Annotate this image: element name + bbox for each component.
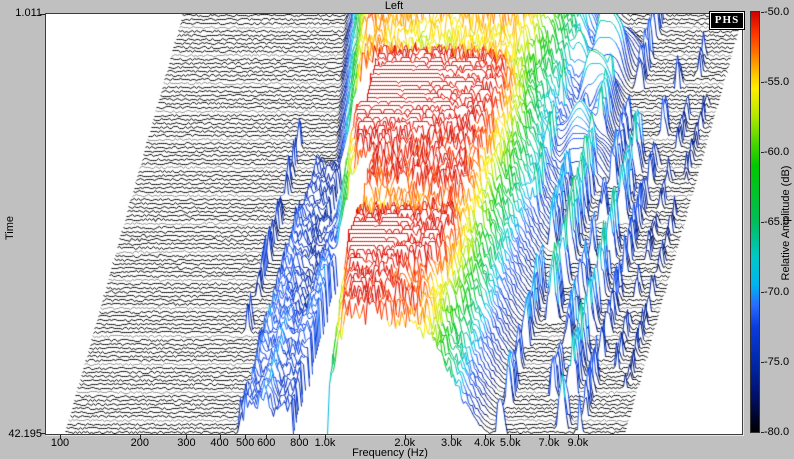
colorbar-tick-mark [761,12,764,13]
freq-tick-mark [451,435,453,439]
frequency-axis-label: Frequency (Hz) [352,447,428,459]
time-tick-first: 1.011 [15,7,42,19]
amplitude-axis-label: Relative Amplitude (dB) [780,165,792,281]
freq-tick-mark [577,435,579,439]
freq-tick-mark [219,435,221,439]
freq-tick-label: 2.0k [394,437,416,449]
time-tick-mark [40,14,45,15]
freq-tick-mark [245,435,247,439]
freq-tick-mark [325,435,326,439]
channel-title: Left [384,0,404,12]
freq-tick-label: 300 [177,437,196,449]
colorbar-tick-label: -70.0 [764,286,790,298]
colorbar-tick-mark [761,222,764,223]
freq-tick-mark [404,435,406,439]
freq-tick-mark [510,435,512,439]
freq-tick-mark [299,435,301,439]
waterfall-plot-canvas[interactable] [46,14,742,434]
freq-tick-label: 7.0k [538,437,560,449]
freq-tick-label: 1.0k [314,437,336,449]
colorbar-tick-mark [761,152,764,153]
freq-tick-label: 9.0k [567,437,589,449]
colorbar-tick-mark [761,432,764,433]
freq-tick-label: 600 [257,437,276,449]
freq-tick-label: 100 [50,437,70,449]
colorbar-tick-mark [761,362,764,363]
time-tick-mark [40,433,45,434]
freq-tick-mark [139,435,141,439]
colorbar-tick-mark [761,292,764,293]
colorbar-tick-label: -50.0 [764,6,790,18]
colorbar-tick-label: -60.0 [764,146,790,158]
colorbar-tick-label: -80.0 [764,426,790,438]
freq-tick-label: 500 [236,437,255,449]
amplitude-colorbar [750,11,760,433]
time-axis-label: Time [4,215,16,241]
freq-tick-mark [60,435,61,439]
freq-tick-label: 200 [130,437,149,449]
freq-tick-label: 3.0k [441,437,462,449]
colorbar-tick-mark [761,82,764,83]
freq-tick-label: 5.0k [499,437,521,449]
freq-tick-mark [548,435,550,439]
phs-logo-badge: PHS [709,11,745,30]
freq-tick-label: 800 [290,437,309,449]
time-tick-last: 42.195 [8,428,42,440]
colorbar-tick-label: -55.0 [764,76,790,88]
freq-tick-label: 4.0k [474,437,495,449]
colorbar-tick-label: -75.0 [764,356,790,368]
colorbar-tick-label: -65.0 [764,216,790,228]
freq-tick-mark [186,435,188,439]
freq-tick-label: 400 [210,437,229,449]
freq-tick-mark [266,435,268,439]
freq-tick-mark [484,435,486,439]
